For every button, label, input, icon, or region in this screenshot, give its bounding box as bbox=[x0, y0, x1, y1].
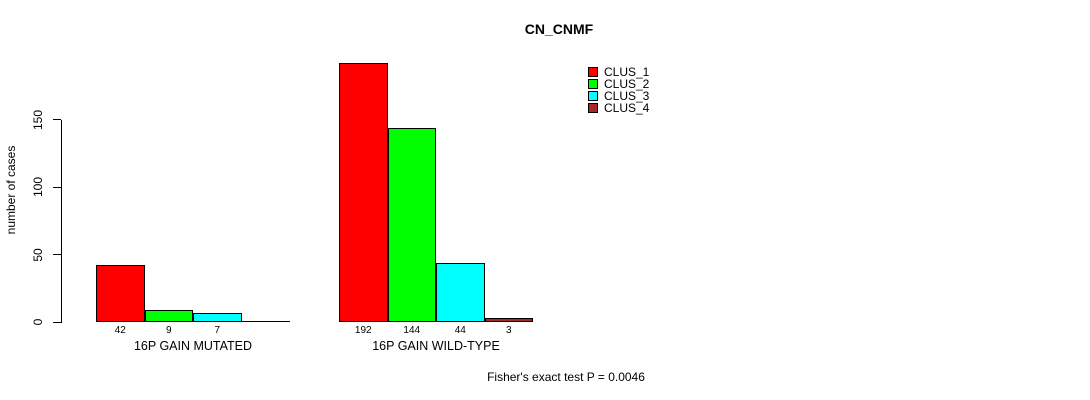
legend-label-clus_2: CLUS_2 bbox=[604, 76, 650, 91]
chart-title: CN_CNMF bbox=[524, 21, 594, 37]
legend-swatch-clus_3 bbox=[588, 91, 598, 102]
bar-value-label: 144 bbox=[403, 325, 421, 336]
bar-value-label: 42 bbox=[114, 325, 126, 336]
y-tick-label: 150 bbox=[31, 109, 45, 130]
y-tick-mark bbox=[53, 186, 61, 188]
bar-clus_3 bbox=[436, 262, 485, 322]
y-axis-line bbox=[60, 119, 62, 323]
bar-clus_1 bbox=[339, 62, 388, 322]
y-tick-mark bbox=[53, 321, 61, 323]
legend-swatch-clus_1 bbox=[588, 66, 598, 77]
bar-value-label: 9 bbox=[165, 325, 172, 336]
y-tick-label: 100 bbox=[31, 176, 45, 198]
x-category-label: 16P GAIN MUTATED bbox=[133, 339, 253, 353]
y-tick-mark bbox=[53, 119, 61, 120]
bar-clus_2 bbox=[387, 127, 436, 322]
legend-label-clus_3: CLUS_3 bbox=[604, 89, 650, 104]
bar-value-label: 192 bbox=[354, 325, 372, 336]
legend-swatch-clus_4 bbox=[588, 103, 598, 114]
stat-annotation: Fisher's exact test P = 0.0046 bbox=[487, 370, 645, 384]
bar-clus_1 bbox=[96, 265, 145, 322]
y-axis-label: number of cases bbox=[4, 145, 18, 235]
y-tick-mark bbox=[53, 254, 61, 255]
bar-clus_4 bbox=[484, 317, 533, 322]
bar-value-label: 3 bbox=[505, 325, 512, 336]
legend-swatch-clus_2 bbox=[588, 78, 598, 89]
bar-clus_2 bbox=[144, 309, 193, 322]
y-tick-label: 50 bbox=[31, 247, 45, 262]
bar-clus_3 bbox=[193, 312, 242, 322]
bar-value-label: 7 bbox=[214, 325, 221, 336]
y-tick-label: 0 bbox=[31, 318, 45, 326]
legend-label-clus_4: CLUS_4 bbox=[604, 101, 650, 116]
bar-clus_4-zero bbox=[241, 321, 290, 322]
legend-label-clus_1: CLUS_1 bbox=[604, 64, 650, 79]
bar-value-label: 44 bbox=[454, 325, 466, 336]
x-category-label: 16P GAIN WILD-TYPE bbox=[372, 339, 500, 353]
